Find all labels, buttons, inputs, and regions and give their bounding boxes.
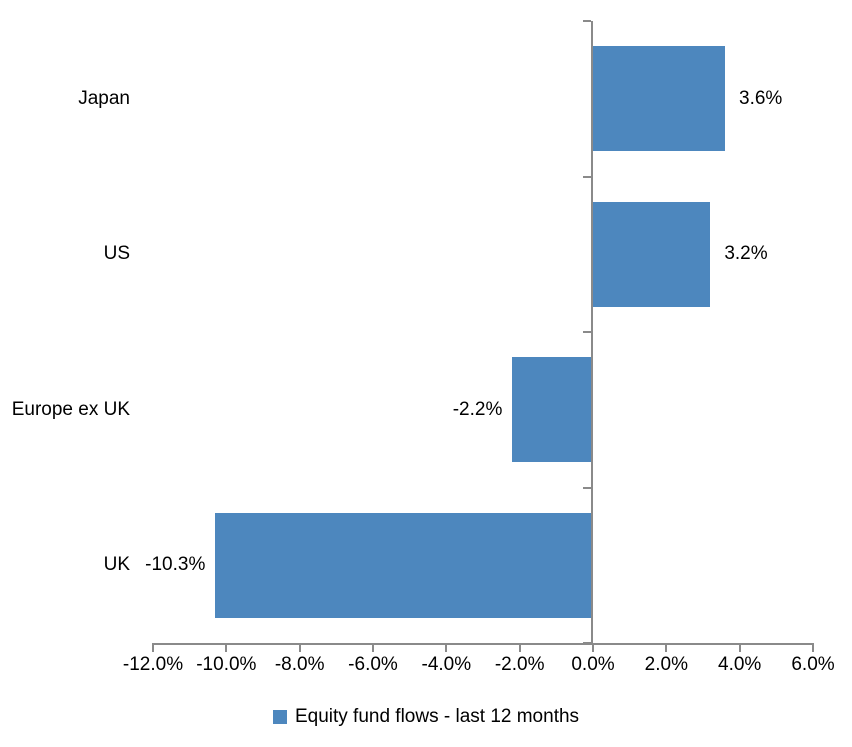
bar-europe-ex-uk (512, 357, 593, 463)
y-axis-line (591, 21, 593, 643)
bar-value-label-japan: 3.6% (739, 87, 783, 109)
bar-value-label-us: 3.2% (724, 243, 768, 265)
bar-japan (593, 46, 725, 152)
legend-marker-icon (272, 710, 287, 724)
category-label-europe-ex-uk: Europe ex UK (11, 398, 130, 420)
y-axis-tick (583, 486, 591, 489)
bar-value-label-europe-ex-uk: -2.2% (452, 398, 503, 420)
x-tick-label-0-0-: 0.0% (571, 654, 615, 675)
x-axis-tick (812, 643, 814, 652)
x-tick-label--10-0-: -10.0% (196, 654, 257, 675)
x-axis-line (152, 643, 814, 645)
y-axis-tick (583, 175, 591, 178)
y-axis-tick (583, 20, 591, 22)
y-axis-tick (583, 331, 591, 333)
x-axis-tick (592, 643, 594, 652)
x-tick-label--4-0-: -4.0% (421, 654, 472, 675)
x-tick-label--2-0-: -2.0% (494, 654, 545, 675)
bar-value-label-uk: -10.3% (145, 554, 206, 576)
x-axis-tick (665, 643, 668, 652)
x-tick-label-6-0-: 6.0% (791, 654, 835, 675)
legend: Equity fund flows - last 12 months (0, 706, 852, 728)
x-axis-tick (225, 643, 228, 652)
x-axis-tick (298, 643, 301, 652)
bar-us (593, 201, 711, 307)
bar-uk (215, 512, 593, 618)
x-axis-tick (445, 643, 448, 652)
x-tick-label--8-0-: -8.0% (274, 654, 325, 675)
category-label-us: US (103, 243, 130, 265)
x-axis-tick (518, 643, 521, 652)
legend-label: Equity fund flows - last 12 months (294, 706, 580, 727)
category-label-japan: Japan (78, 87, 130, 109)
x-tick-label--12-0-: -12.0% (122, 654, 184, 675)
category-label-uk: UK (103, 554, 130, 576)
x-tick-label--6-0-: -6.0% (348, 654, 398, 675)
x-tick-label-4-0-: 4.0% (718, 654, 762, 675)
x-axis-tick (738, 643, 741, 652)
x-tick-label-2-0-: 2.0% (644, 654, 688, 675)
x-axis-tick (152, 643, 154, 652)
x-axis-tick (372, 643, 374, 652)
